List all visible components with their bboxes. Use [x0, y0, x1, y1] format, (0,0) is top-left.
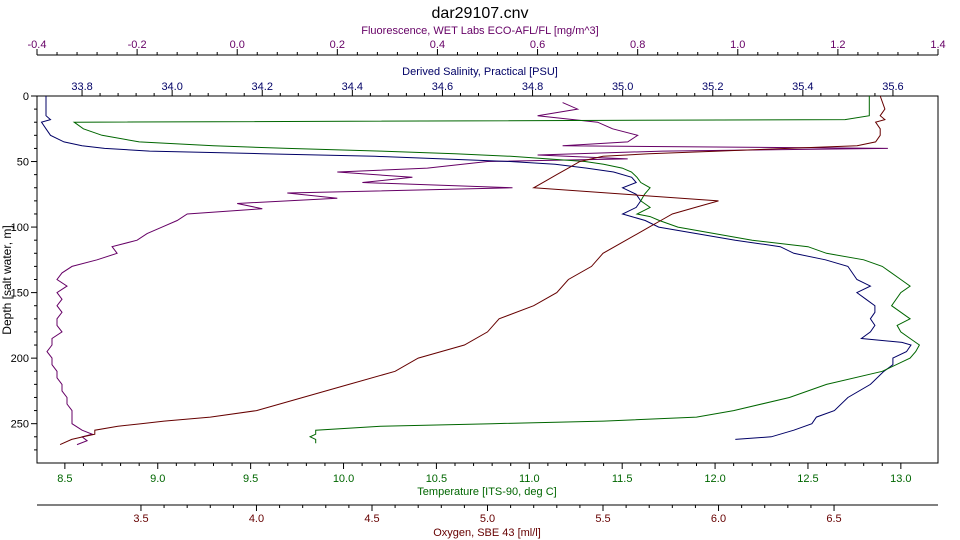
oxygen-tick-label: 6.0	[711, 513, 726, 525]
salinity-tick-label: 34.4	[342, 81, 363, 93]
depth-axis-label: Depth [salt water, m]	[0, 225, 14, 334]
fluorescence-tick-label: 0.8	[630, 39, 645, 51]
depth-tick-label: 50	[17, 157, 29, 169]
salinity-tick-label: 35.2	[702, 81, 723, 93]
temperature-tick-label: 9.0	[150, 473, 165, 485]
fluorescence-tick-label: -0.4	[28, 39, 47, 51]
temperature-tick-label: 10.0	[333, 473, 354, 485]
temperature-tick-label: 9.5	[243, 473, 258, 485]
salinity-tick-label: 35.6	[882, 81, 903, 93]
temperature-tick-label: 11.0	[519, 473, 540, 485]
oxygen-tick-label: 5.5	[595, 513, 610, 525]
salinity-tick-label: 33.8	[71, 81, 92, 93]
fluorescence-axis: -0.4 -0.2 0.0 0.2 0.4 0.6 0.8 1.0 1.2 1.4	[28, 39, 946, 56]
fluorescence-tick-label: 1.4	[930, 39, 945, 51]
depth-tick-label: 100	[11, 222, 29, 234]
salinity-axis-label: Derived Salinity, Practical [PSU]	[402, 66, 558, 78]
oxygen-tick-label: 3.5	[133, 513, 148, 525]
temperature-tick-label: 12.5	[797, 473, 818, 485]
fluorescence-axis-label: Fluorescence, WET Labs ECO-AFL/FL [mg/m^…	[361, 25, 598, 37]
oxygen-tick-label: 5.0	[480, 513, 495, 525]
salinity-tick-label: 34.8	[522, 81, 543, 93]
fluorescence-tick-label: 0.6	[530, 39, 545, 51]
series-layer	[40, 95, 921, 446]
temperature-axis-label: Temperature [ITS-90, deg C]	[417, 486, 556, 498]
fluorescence-series-line	[46, 102, 888, 446]
fluorescence-tick-label: 0.2	[330, 39, 345, 51]
depth-tick-label: 200	[11, 353, 29, 365]
oxygen-series-line	[59, 95, 886, 446]
oxygen-axis: 3.5 4.0 4.5 5.0 5.5 6.0 6.5	[37, 504, 938, 525]
oxygen-tick-label: 4.0	[249, 513, 264, 525]
salinity-axis: 33.8 34.0 34.2 34.4 34.6 34.8 35.0 35.2 35.4 35.6	[37, 81, 938, 97]
temperature-series-line	[72, 96, 921, 444]
salinity-tick-label: 34.6	[432, 81, 453, 93]
depth-tick-label: 150	[11, 288, 29, 300]
depth-tick-label: 250	[11, 419, 29, 431]
oxygen-tick-label: 4.5	[364, 513, 379, 525]
salinity-tick-label: 35.4	[792, 81, 813, 93]
salinity-tick-label: 35.0	[612, 81, 633, 93]
chart-title: dar29107.cnv	[432, 5, 529, 22]
oxygen-axis-label: Oxygen, SBE 43 [ml/l]	[433, 527, 541, 539]
plot-area	[36, 95, 939, 464]
fluorescence-tick-label: -0.2	[128, 39, 147, 51]
oxygen-tick-label: 6.5	[826, 513, 841, 525]
salinity-tick-label: 34.2	[252, 81, 273, 93]
temperature-tick-label: 8.5	[57, 473, 72, 485]
fluorescence-tick-label: 0.4	[430, 39, 445, 51]
temperature-tick-label: 10.5	[426, 473, 447, 485]
fluorescence-tick-label: 1.0	[730, 39, 745, 51]
fluorescence-tick-label: 0.0	[230, 39, 245, 51]
salinity-tick-label: 34.0	[161, 81, 182, 93]
fluorescence-tick-label: 1.2	[830, 39, 845, 51]
temperature-tick-label: 11.5	[612, 473, 633, 485]
temperature-tick-label: 13.0	[890, 473, 911, 485]
depth-tick-label: 0	[23, 91, 29, 103]
temperature-axis: 8.5 9.0 9.5 10.0 10.5 11.0 11.5 12.0 12.5 13.0	[37, 462, 938, 485]
temperature-tick-label: 12.0	[704, 473, 725, 485]
salinity-series-line	[40, 96, 912, 440]
depth-axis: 0 50 100 150 200 250	[11, 91, 37, 451]
